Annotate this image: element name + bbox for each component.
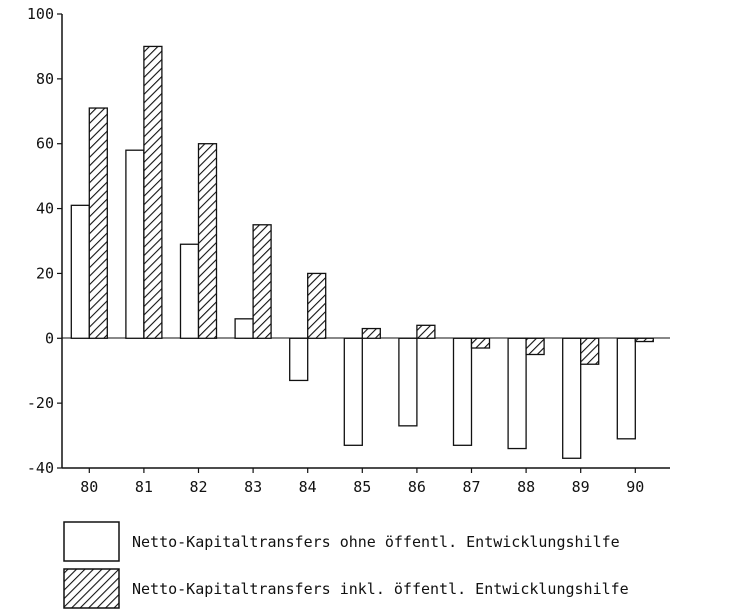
bar-plain-80: [70, 204, 90, 339]
legend-label-hatched: Netto-Kapitaltransfers inkl. öffentl. En…: [132, 580, 629, 598]
y-tick-label: 0: [45, 329, 54, 347]
legend: Netto-Kapitaltransfers ohne öffentl. Ent…: [63, 521, 629, 609]
bar-hatched-82: [197, 143, 218, 339]
bar-hatched-80: [88, 107, 108, 339]
x-tick-label: 82: [189, 478, 207, 496]
x-tick-label: 89: [572, 478, 590, 496]
legend-label-plain: Netto-Kapitaltransfers ohne öffentl. Ent…: [132, 533, 620, 551]
y-tick-label: 100: [27, 5, 54, 23]
y-tick-label: 40: [36, 200, 54, 218]
bar-hatched-87: [470, 337, 491, 349]
bar-hatched-85: [361, 327, 381, 339]
bar-plain-83: [234, 318, 254, 339]
x-tick-label: 83: [244, 478, 262, 496]
x-tick-label: 90: [626, 478, 644, 496]
x-tick-label: 80: [80, 478, 98, 496]
bar-hatched-89: [580, 337, 600, 365]
bar-hatched-81: [143, 45, 163, 339]
bars: [70, 45, 654, 459]
x-tick-label: 85: [353, 478, 371, 496]
bar-plain-88: [507, 337, 527, 450]
x-tick-label: 81: [135, 478, 153, 496]
legend-swatch-hatched: [63, 568, 120, 609]
y-tick-label: 20: [36, 264, 54, 282]
x-tick-label: 87: [462, 478, 480, 496]
x-ticks: 80 81 82 83 84 85 86 87 88 89 90: [80, 468, 644, 496]
bar-plain-87: [452, 337, 473, 446]
y-ticks: 100 80 60 40 20 0 -20 -40: [27, 5, 62, 477]
bar-plain-90: [616, 337, 636, 440]
y-tick-label: -20: [27, 394, 54, 412]
bar-hatched-86: [416, 324, 436, 339]
bar-plain-84: [289, 337, 309, 382]
bar-plain-89: [562, 337, 582, 459]
x-tick-label: 84: [299, 478, 317, 496]
plot-area: 100 80 60 40 20 0 -20 -40 80 81 82 83 84 85 86 87 88 89 9…: [27, 5, 670, 496]
legend-item-plain: Netto-Kapitaltransfers ohne öffentl. Ent…: [63, 521, 620, 562]
legend-item-hatched: Netto-Kapitaltransfers inkl. öffentl. En…: [63, 568, 629, 609]
bar-plain-81: [125, 149, 145, 339]
bar-plain-82: [179, 243, 200, 339]
x-tick-label: 88: [517, 478, 535, 496]
y-tick-label: 80: [36, 70, 54, 88]
x-tick-label: 86: [408, 478, 426, 496]
bar-hatched-84: [307, 272, 327, 339]
y-tick-label: -40: [27, 459, 54, 477]
bar-hatched-90: [634, 337, 654, 343]
y-tick-label: 60: [36, 135, 54, 153]
bar-plain-85: [343, 337, 363, 446]
bar-plain-86: [398, 337, 418, 427]
legend-swatch-plain: [63, 521, 120, 562]
bar-hatched-83: [252, 224, 272, 339]
bar-hatched-88: [525, 337, 545, 356]
